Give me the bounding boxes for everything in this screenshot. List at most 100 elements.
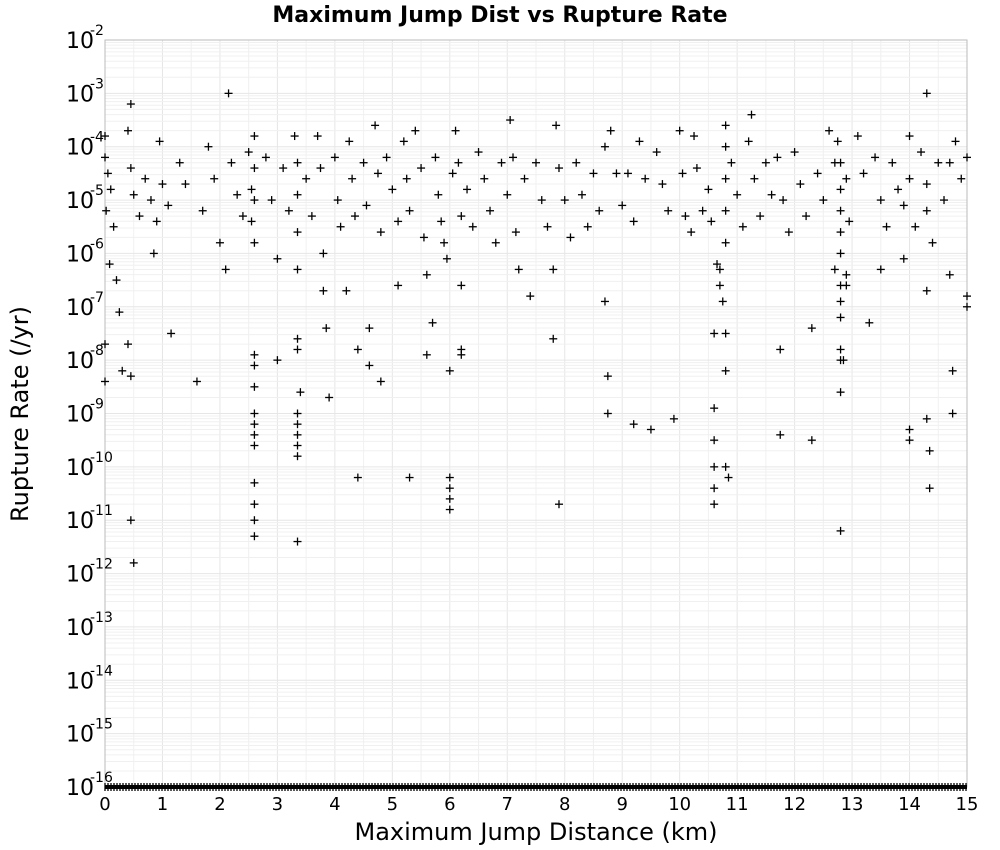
data-point [101,377,109,386]
data-point [925,446,934,455]
data-point [715,281,724,290]
data-point [733,190,742,199]
data-point [836,185,845,194]
data-point [629,420,638,429]
x-tick-label: 0 [99,794,110,815]
data-point [293,190,302,199]
data-point [405,206,414,215]
data-point [905,425,914,434]
data-point [922,286,931,295]
data-point [126,516,135,525]
x-tick-label: 15 [956,794,979,815]
data-point [623,169,632,178]
data-point [135,212,144,221]
x-tick-label: 1 [157,794,168,815]
data-point [721,121,730,130]
data-point [836,526,845,535]
data-point [250,478,259,487]
y-tick-exponent: -16 [90,770,113,786]
data-point [543,222,552,231]
data-point [146,196,155,205]
data-point [394,281,403,290]
data-point [250,382,259,391]
data-point [842,174,851,183]
y-tick-exponent: -10 [90,450,113,466]
data-point [155,137,164,146]
data-point [718,297,727,306]
data-point [434,190,443,199]
y-tick-label: 10 [66,29,94,54]
x-tick-label: 11 [726,794,749,815]
data-point [859,169,868,178]
data-point [738,222,747,231]
data-point [773,153,782,162]
data-point [514,265,523,274]
data-point [836,206,845,215]
data-point [250,164,259,173]
data-point [876,265,885,274]
data-point [707,217,716,226]
data-point [342,286,351,295]
data-point [845,217,854,226]
grid [104,40,968,788]
data-point [261,153,270,162]
data-point [922,180,931,189]
data-point [296,388,305,397]
data-point [776,430,785,439]
data-point [948,366,957,375]
data-point [603,372,612,381]
data-point [293,537,302,546]
data-point [376,228,385,237]
data-point [894,185,903,194]
y-tick-label: 10 [66,456,94,481]
data-point [652,148,661,157]
data-point [365,324,374,333]
data-point [836,249,845,258]
data-point [790,148,799,157]
data-point [463,185,472,194]
data-point [963,153,971,162]
data-point [224,89,233,98]
data-point [106,185,115,194]
data-point [747,110,756,119]
data-point [250,532,259,541]
data-point [724,473,733,482]
y-tick-label: 10 [66,723,94,748]
data-point [348,174,357,183]
data-point [129,190,138,199]
x-axis-label: Maximum Jump Distance (km) [355,818,718,846]
data-point [945,270,954,279]
data-point [526,292,535,301]
data-point [402,174,411,183]
data-point [710,484,719,493]
data-point [293,345,302,354]
data-point [247,217,256,226]
data-point [293,228,302,237]
data-point [457,212,466,221]
data-point [293,334,302,343]
data-point [152,217,161,226]
y-tick-exponent: -15 [90,717,113,733]
y-tick-label: 10 [66,509,94,534]
data-point [164,201,173,210]
data-point [721,206,730,215]
y-tick-exponent: -9 [90,397,104,413]
data-point [721,238,730,247]
data-point [112,276,121,285]
data-point [842,281,851,290]
data-point [836,313,845,322]
data-point [431,153,440,162]
data-point [853,132,862,141]
data-point [750,174,759,183]
x-tick-label: 13 [841,794,864,815]
data-points [101,89,971,567]
data-point [293,409,302,418]
data-point [293,441,302,450]
data-point [158,180,167,189]
data-point [129,558,138,567]
data-point [554,164,563,173]
data-point [511,228,520,237]
data-point [373,169,382,178]
data-point [577,190,586,199]
data-point [635,137,644,146]
